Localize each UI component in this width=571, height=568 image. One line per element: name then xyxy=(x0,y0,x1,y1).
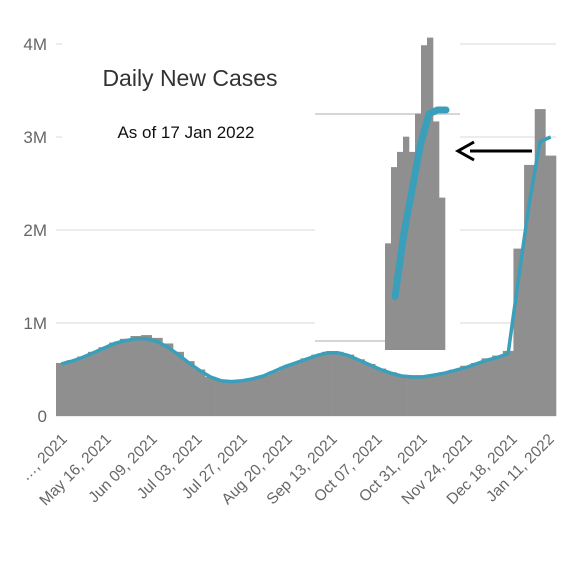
bar xyxy=(109,342,121,416)
y-tick-label: 2M xyxy=(23,221,47,240)
bar xyxy=(56,362,67,416)
inset-average-line xyxy=(391,106,450,301)
bar xyxy=(417,376,429,416)
chart-subtitle: As of 17 Jan 2022 xyxy=(117,123,254,142)
inset-bar xyxy=(415,113,422,350)
bar xyxy=(385,372,397,416)
bar xyxy=(162,343,174,416)
average-line xyxy=(60,135,552,384)
bar xyxy=(87,351,99,416)
bar xyxy=(407,376,419,416)
bar xyxy=(215,380,227,416)
inset-bar xyxy=(391,167,398,350)
inset-bar xyxy=(409,151,416,350)
bar xyxy=(226,381,238,416)
bar xyxy=(502,350,514,416)
bar xyxy=(524,164,536,416)
y-tick-label: 1M xyxy=(23,314,47,333)
bar xyxy=(343,354,355,416)
bar xyxy=(204,376,216,416)
bar xyxy=(300,358,312,416)
y-tick-label: 0 xyxy=(38,407,47,426)
bar xyxy=(311,354,323,416)
bar xyxy=(470,362,482,416)
bar xyxy=(364,363,376,416)
bar xyxy=(279,366,291,416)
bar xyxy=(130,336,142,416)
inset-bar xyxy=(433,121,440,350)
bar xyxy=(66,360,78,416)
bar xyxy=(141,335,153,416)
bar xyxy=(258,376,270,416)
title-panel xyxy=(62,30,317,195)
bar xyxy=(119,338,131,416)
chart-title: Daily New Cases xyxy=(102,65,277,91)
bar xyxy=(77,356,89,416)
annotation-arrow-head xyxy=(454,140,475,162)
inset-bar xyxy=(427,37,434,350)
bar xyxy=(353,359,365,416)
bar xyxy=(194,369,206,416)
bar xyxy=(460,365,472,416)
bar xyxy=(268,371,280,416)
bar xyxy=(449,369,461,416)
bar xyxy=(513,248,525,416)
bar xyxy=(396,375,408,416)
bar xyxy=(534,109,546,416)
bar xyxy=(247,378,259,416)
bar xyxy=(332,351,344,416)
bar xyxy=(321,351,333,416)
inset-bar xyxy=(403,136,410,350)
bar xyxy=(492,355,504,416)
inset-bar xyxy=(439,197,446,350)
bar xyxy=(151,337,163,416)
bar xyxy=(290,362,301,416)
bar xyxy=(545,155,557,416)
bar xyxy=(236,380,248,416)
bar xyxy=(183,361,195,416)
bar xyxy=(438,372,450,416)
inset-bar xyxy=(421,45,428,350)
bar xyxy=(481,358,493,416)
y-tick-label: 4M xyxy=(23,35,47,54)
bar xyxy=(173,351,184,416)
bar xyxy=(428,375,440,416)
inset-bar xyxy=(385,243,392,350)
y-tick-label: 3M xyxy=(23,128,47,147)
bar xyxy=(98,347,110,416)
bar xyxy=(375,368,387,416)
